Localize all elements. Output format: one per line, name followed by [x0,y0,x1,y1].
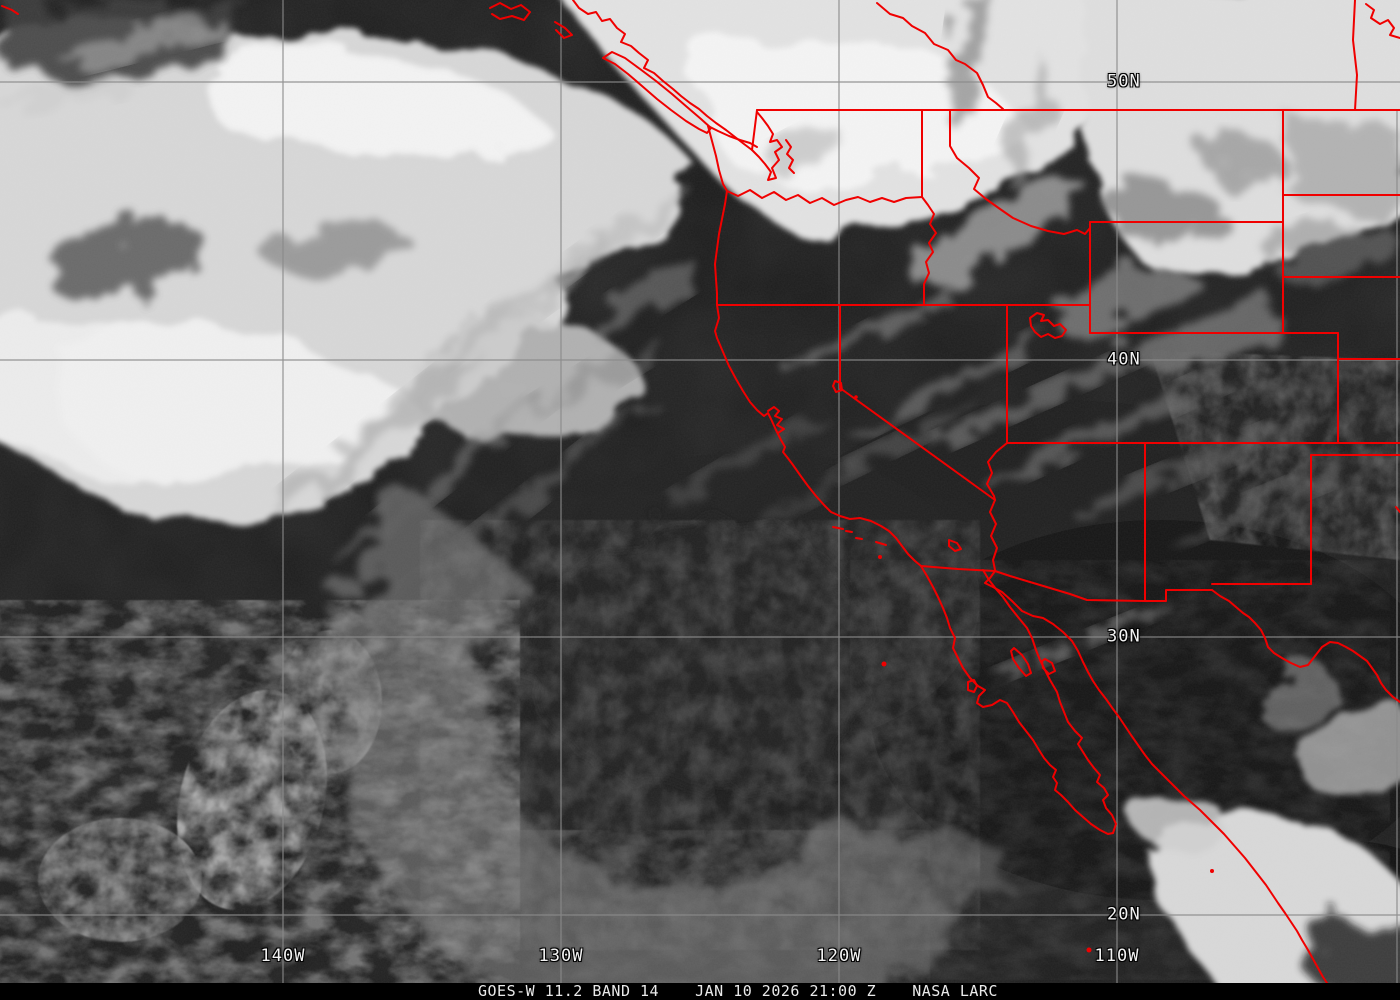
colorado-river-border [986,442,1008,571]
lon-label-140w: 140W [260,946,306,966]
bc-coastline [572,0,758,151]
id-mt-border [949,109,1091,235]
san-francisco-bay [767,406,785,434]
caption-satellite-band: GOES-W 11.2 BAND 14 [478,982,660,1000]
lat-label-50n: 50N [1107,71,1141,92]
isla-guadalupe [881,661,887,667]
or-id-border [921,196,937,306]
island-dots [854,395,1214,953]
lat-label-40n: 40N [1107,349,1141,370]
caption-text-row: GOES-W 11.2 BAND 14 JAN 10 2026 21:00 Z … [478,984,998,999]
lon-label-120w: 120W [816,946,862,966]
pacific-coastline [707,125,922,567]
salton-sea [948,539,962,552]
manitoba-lakes [1365,3,1400,39]
ca-nv-border [839,387,996,501]
caption-datetime: JAN 10 2026 21:00 Z [695,982,877,1000]
lake-tahoe [832,380,843,393]
ab-bc-border [876,2,1004,110]
wa-or-border [726,189,923,206]
lat-label-20n: 20N [1107,904,1141,925]
lon-label-130w: 130W [538,946,584,966]
isla-cedros [967,679,978,693]
mexico-mainland-coast [984,570,1328,984]
lon-label-110w: 110W [1094,946,1140,966]
island-dot-southwest [1086,947,1092,953]
caption-bar: GOES-W 11.2 BAND 14 JAN 10 2026 21:00 Z … [0,983,1400,1000]
puget-sound [751,111,783,181]
channel-islands [832,526,887,546]
sk-mb-border [1352,0,1358,111]
pyramid-lake [854,395,858,399]
rio-grande [1211,589,1400,703]
island-dot-nayarit [1210,869,1214,873]
baja-west-coast [920,565,1114,835]
isla-tiburon [1041,658,1056,675]
baja-east-coast [982,569,1117,834]
us-mexico-border [920,565,1213,602]
lat-label-30n: 30N [1107,626,1141,647]
isla-angel-de-la-guarda [1010,647,1032,677]
great-salt-lake [1029,312,1067,339]
caption-credit: NASA LARC [912,982,998,1000]
